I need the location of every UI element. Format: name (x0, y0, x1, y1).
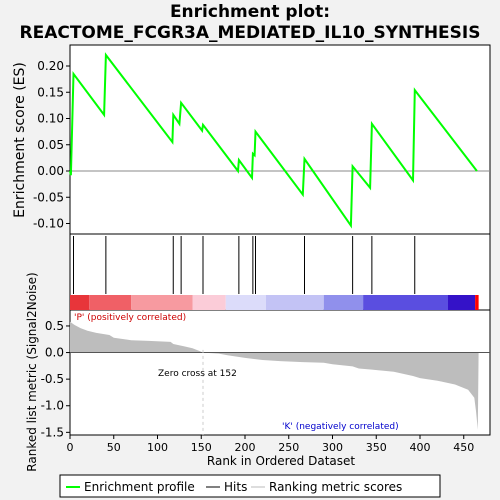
legend-box (59, 474, 441, 498)
zero-cross-annotation: Zero cross at 152 (158, 369, 237, 379)
heatmap-band-9 (475, 295, 479, 310)
heatmap-band-8 (448, 295, 476, 310)
es-ytick-label-5: 0.15 (37, 85, 64, 99)
metric-ytick-label-0: -1.5 (41, 425, 64, 439)
heatmap-band-0 (70, 295, 90, 310)
ranking-metric-area (70, 321, 479, 430)
heatmap-band-7 (363, 295, 448, 310)
negative-annotation: 'K' (negatively correlated) (282, 422, 399, 432)
title-line-2: REACTOME_FCGR3A_MEDIATED_IL10_SYNTHESIS (19, 23, 481, 43)
metric-layer: -1.5 -1.0 -0.5 0.0 0.5 0 50 100 150 200 250 300 350 4… (41, 319, 490, 454)
legend-label-profile: Enrichment profile (84, 480, 195, 494)
heatmap-band-6 (323, 295, 364, 310)
xtick-label-9: 450 (453, 441, 474, 454)
xtick-label-3: 150 (191, 441, 212, 454)
hits-layer (70, 236, 479, 310)
heatmap-band-2 (131, 295, 193, 310)
es-ytick-label-3: 0.05 (37, 138, 64, 152)
legend: Enrichment profile Hits Ranking metric s… (59, 474, 441, 498)
legend-label-hits: Hits (224, 480, 247, 494)
enrichment-profile-line (69, 52, 478, 229)
heatmap-band-1 (89, 295, 132, 310)
legend-label-metric: Ranking metric scores (269, 480, 402, 494)
xtick-label-2: 100 (147, 441, 168, 454)
metric-ytick-label-4: 0.5 (45, 319, 64, 333)
title-line-1: Enrichment plot: (169, 2, 331, 22)
es-ytick-label-2: 0.00 (37, 164, 64, 178)
es-ytick-label-6: 0.20 (37, 59, 64, 73)
chart-title: Enrichment plot: REACTOME_FCGR3A_MEDIATE… (0, 2, 500, 44)
xtick-label-8: 400 (410, 441, 431, 454)
x-axis-label: Rank in Ordered Dataset (207, 454, 355, 468)
xtick-label-5: 250 (278, 441, 299, 454)
heatmap-band-3 (192, 295, 226, 310)
positive-annotation: 'P' (positively correlated) (74, 313, 186, 323)
heatmap-band-5 (266, 295, 324, 310)
es-axis-label: Enrichment score (ES) (12, 62, 28, 218)
es-ytick-label-1: -0.05 (33, 190, 64, 204)
heatmap-band-4 (225, 295, 266, 310)
es-ytick-label-0: -0.10 (33, 217, 64, 231)
es-ytick-label-4: 0.10 (37, 112, 64, 126)
xtick-label-0: 0 (67, 441, 74, 454)
xtick-label-7: 350 (366, 441, 387, 454)
es-panel (69, 44, 491, 235)
xtick-label-4: 200 (235, 441, 256, 454)
metric-ytick-label-3: 0.0 (45, 346, 64, 360)
es-layer: -0.10 -0.05 0.00 0.05 0.10 0.15 0.20 (33, 52, 490, 231)
metric-axis-label: Ranked list metric (Signal2Noise) (25, 272, 39, 471)
metric-ytick-label-1: -1.0 (41, 399, 64, 413)
metric-ytick-label-2: -0.5 (41, 372, 64, 386)
xtick-label-1: 50 (107, 441, 121, 454)
xtick-label-6: 300 (322, 441, 343, 454)
